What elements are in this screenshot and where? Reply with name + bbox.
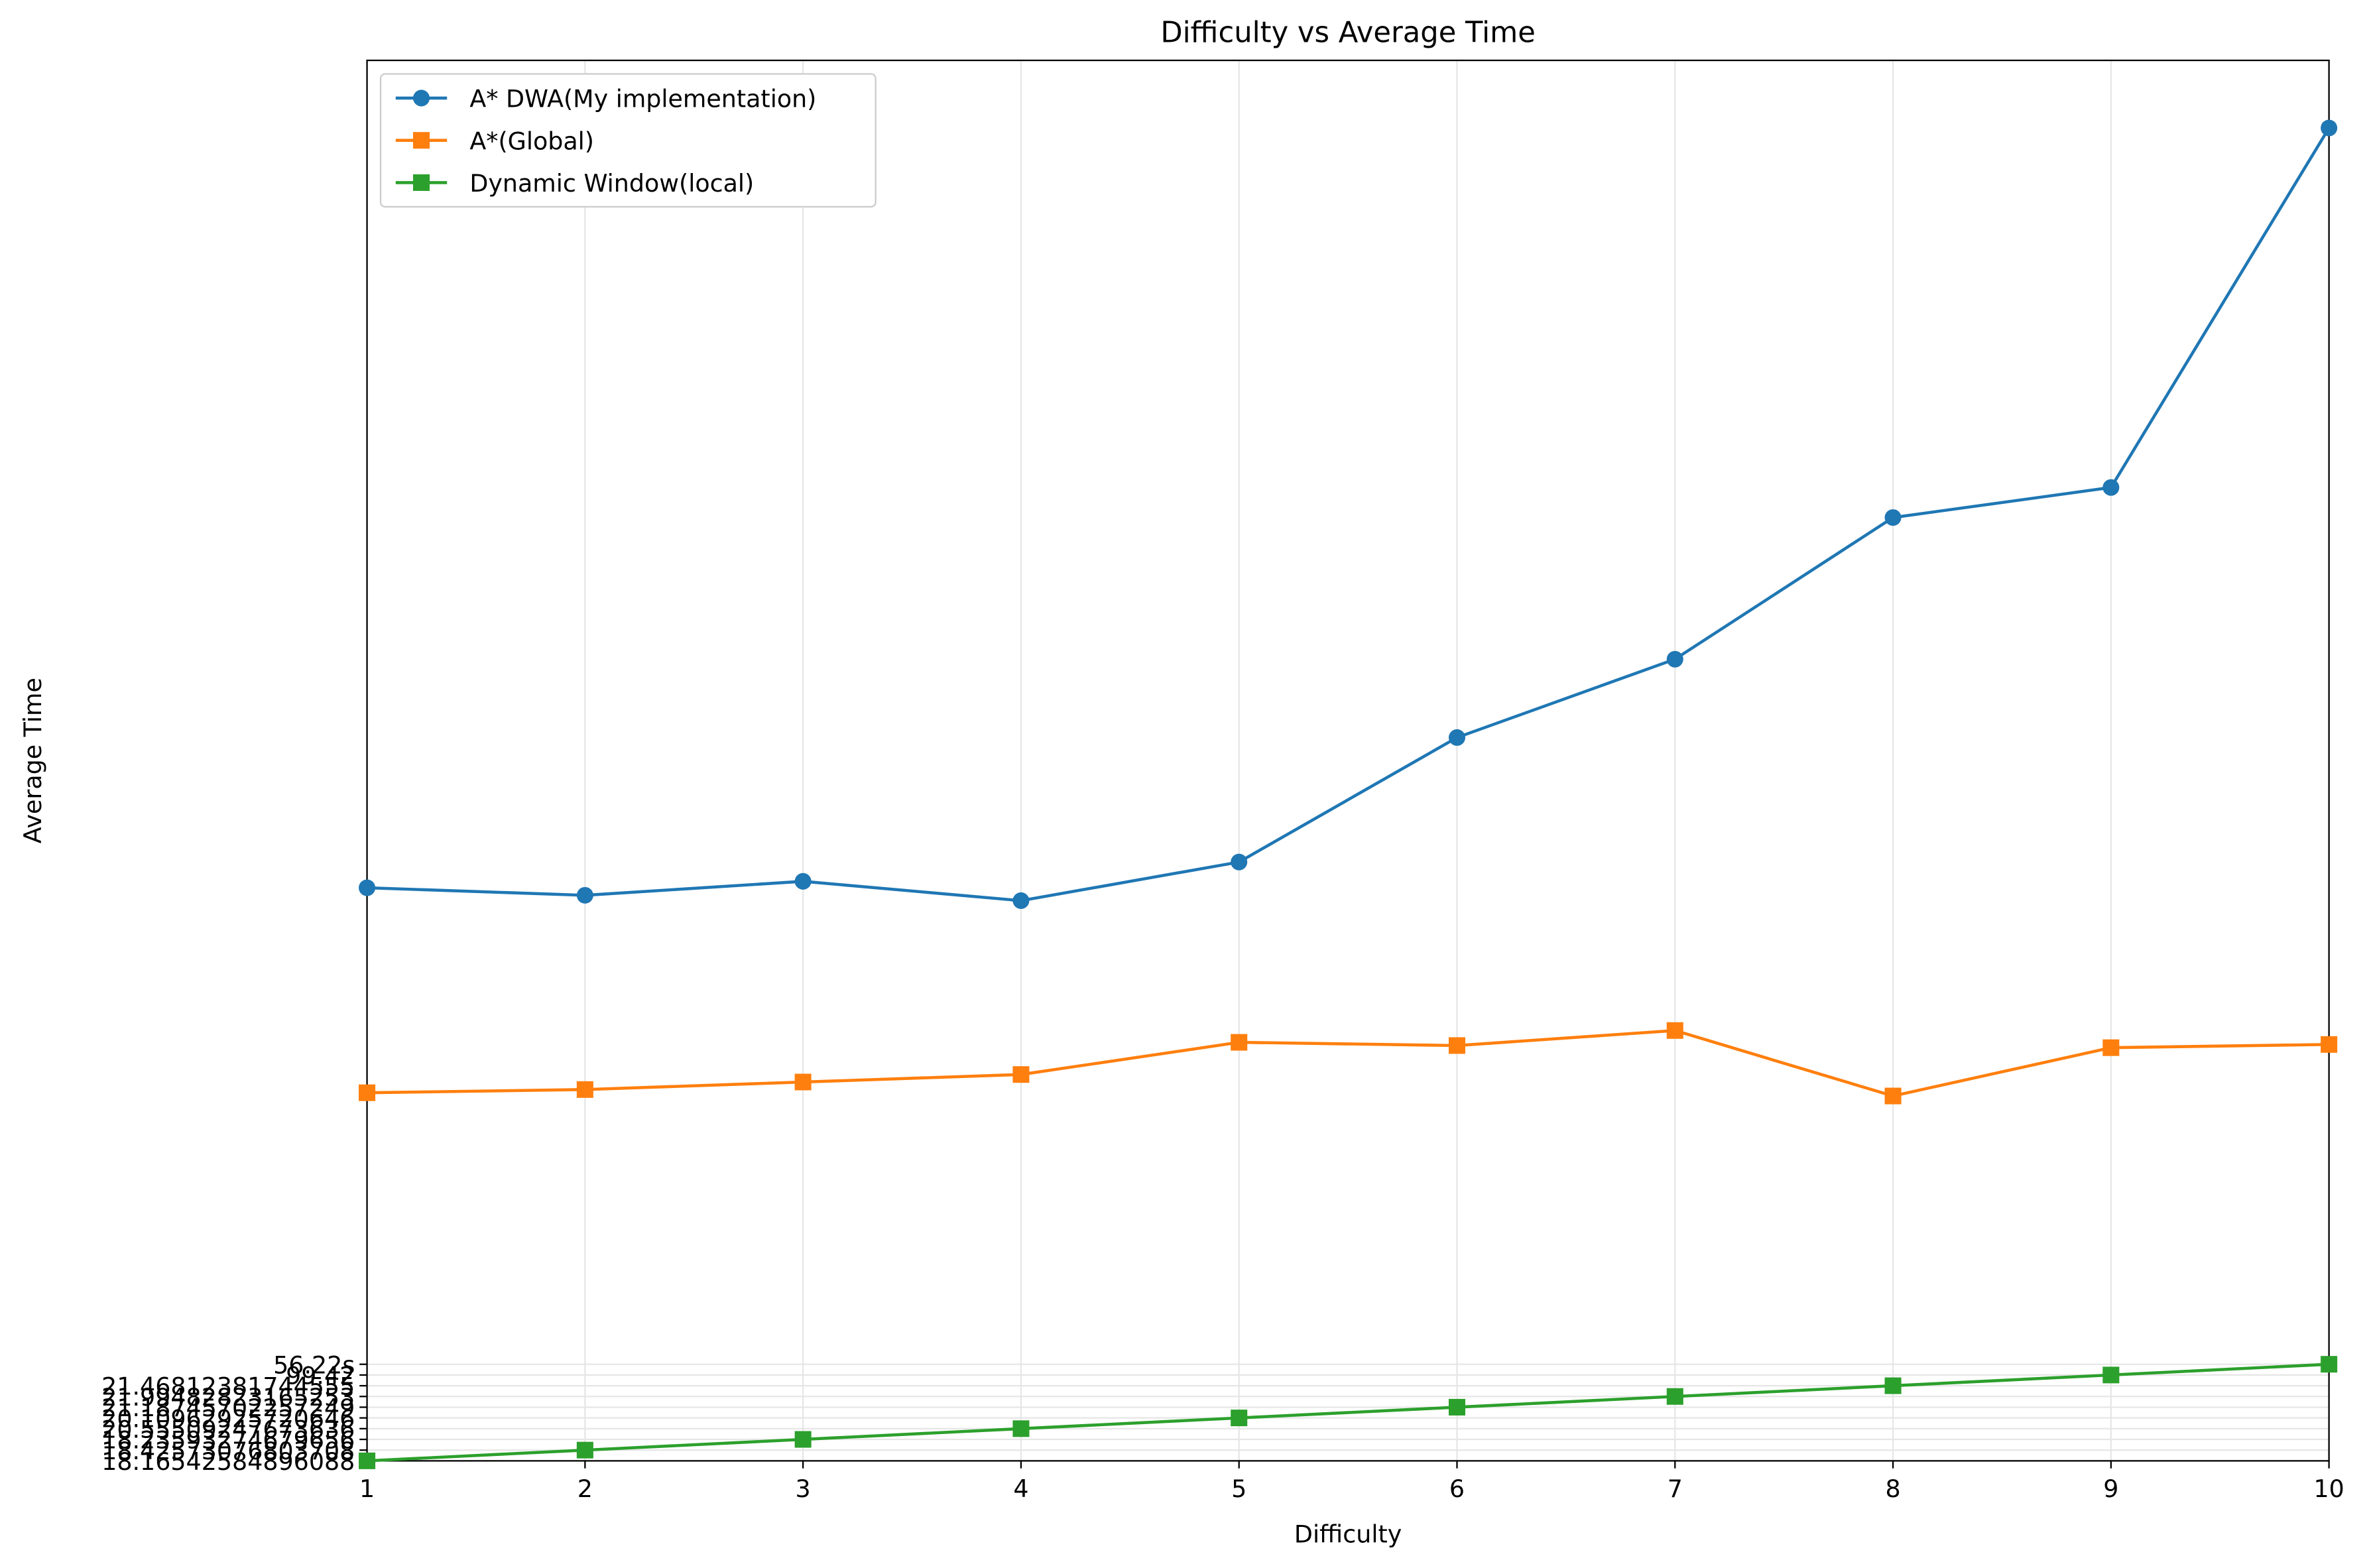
point xyxy=(576,1441,593,1459)
y-tick-label: 21.18745702257249 xyxy=(101,1394,355,1422)
point xyxy=(359,1452,376,1469)
legend-label: Dynamic Window(local) xyxy=(469,169,754,198)
point xyxy=(359,879,376,896)
y-tick-label: 20.55509247673636 xyxy=(101,1415,355,1443)
point xyxy=(1231,1410,1248,1427)
legend: A* DWA(My implementation) A*(Global) Dynam… xyxy=(379,73,877,208)
x-tick-label: 5 xyxy=(1231,1475,1246,1503)
y-tick-label: 56.22s xyxy=(273,1351,355,1379)
point xyxy=(2321,119,2338,137)
y-tick-label: 18.42573076803708 xyxy=(101,1437,355,1465)
point xyxy=(2321,1356,2338,1373)
y-tick-label: 18.16542584896088 xyxy=(101,1447,355,1476)
legend-marker xyxy=(412,132,430,149)
legend-marker xyxy=(412,90,430,107)
point xyxy=(2102,1366,2120,1384)
legend-marker xyxy=(412,174,430,191)
line xyxy=(367,1029,2329,1098)
x-tick-label: 9 xyxy=(2103,1475,2118,1503)
point xyxy=(1448,1398,1466,1416)
point xyxy=(794,1073,812,1091)
point xyxy=(576,1081,593,1098)
legend-box xyxy=(379,73,877,208)
point xyxy=(1448,729,1466,746)
plot-frame xyxy=(366,59,2330,1462)
point xyxy=(1012,892,1030,909)
point xyxy=(359,1084,376,1101)
point xyxy=(2102,1039,2120,1056)
line xyxy=(367,127,2331,902)
y-axis-label: Average Time xyxy=(19,678,47,843)
y-tick-label: 20.10962925720646 xyxy=(101,1404,355,1433)
point xyxy=(1012,1066,1030,1083)
series xyxy=(359,1356,2338,1469)
point xyxy=(1884,1087,1902,1105)
legend-label: A*(Global) xyxy=(469,127,594,155)
x-tick-label: 7 xyxy=(1668,1475,1683,1503)
point xyxy=(794,1431,812,1448)
point xyxy=(1884,509,1902,526)
line xyxy=(367,1362,2329,1463)
x-tick-label: 6 xyxy=(1449,1475,1465,1503)
point xyxy=(1884,1377,1902,1394)
point xyxy=(1231,853,1248,871)
point xyxy=(576,886,593,904)
x-tick-label: 1 xyxy=(359,1475,375,1503)
x-tick-label: 8 xyxy=(1885,1475,1900,1503)
chart-title: Difficulty vs Average Time xyxy=(1160,17,1536,50)
point xyxy=(1666,650,1683,668)
legend-label: A* DWA(My implementation) xyxy=(469,85,816,113)
point xyxy=(794,873,812,890)
x-axis-label: Difficulty xyxy=(1294,1520,1402,1548)
y-tick-label: 99.42 xyxy=(286,1362,355,1390)
series xyxy=(359,1022,2338,1105)
point xyxy=(1666,1022,1683,1039)
point xyxy=(2102,479,2120,496)
x-tick-label: 4 xyxy=(1013,1475,1028,1503)
y-tick-label: 18.23593274679656 xyxy=(101,1426,355,1455)
point xyxy=(1012,1420,1030,1437)
x-tick-label: 2 xyxy=(577,1475,593,1503)
point xyxy=(1231,1034,1248,1051)
point xyxy=(1448,1037,1466,1054)
point xyxy=(2321,1036,2338,1053)
x-tick-label: 3 xyxy=(796,1475,811,1503)
y-tick-label: 21.99482823165253 xyxy=(101,1383,355,1412)
x-tick-label: 10 xyxy=(2313,1475,2344,1503)
series xyxy=(359,119,2338,909)
point xyxy=(1666,1388,1683,1405)
y-tick-label: 21.46812381744555 xyxy=(101,1372,355,1401)
